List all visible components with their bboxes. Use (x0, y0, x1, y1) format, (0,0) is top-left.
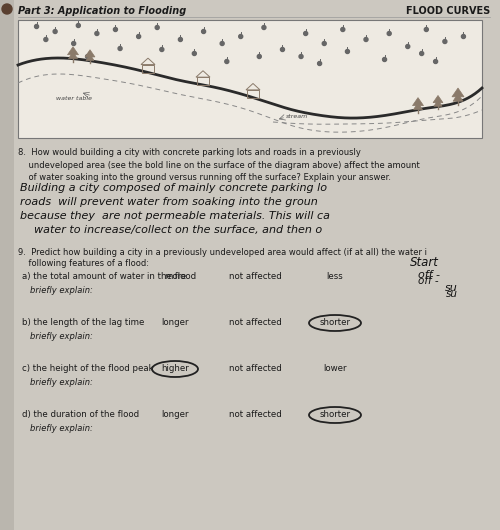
Circle shape (420, 51, 424, 56)
Text: su: su (446, 289, 458, 299)
Circle shape (44, 38, 48, 41)
Circle shape (2, 4, 12, 14)
Text: briefly explain:: briefly explain: (30, 424, 93, 433)
Text: su: su (445, 283, 458, 293)
Polygon shape (412, 98, 424, 105)
Circle shape (178, 38, 182, 41)
Text: b) the length of the lag time: b) the length of the lag time (22, 318, 144, 327)
Text: not affected: not affected (228, 272, 281, 281)
Circle shape (280, 48, 284, 51)
Circle shape (406, 45, 410, 49)
Text: less: less (326, 272, 344, 281)
Circle shape (346, 49, 350, 54)
Circle shape (387, 31, 391, 36)
FancyBboxPatch shape (18, 20, 482, 138)
FancyBboxPatch shape (0, 0, 14, 530)
Circle shape (118, 47, 122, 50)
Text: briefly explain:: briefly explain: (30, 378, 93, 387)
Text: not affected: not affected (228, 364, 281, 373)
Polygon shape (85, 50, 95, 57)
Circle shape (53, 30, 57, 33)
Text: following features of a flood:: following features of a flood: (18, 259, 149, 268)
Text: off -: off - (418, 276, 438, 286)
Circle shape (114, 28, 117, 31)
Text: not affected: not affected (228, 318, 281, 327)
Circle shape (434, 59, 438, 64)
Circle shape (86, 55, 89, 58)
Circle shape (72, 41, 76, 46)
Text: more: more (164, 272, 186, 281)
Polygon shape (86, 54, 94, 60)
Circle shape (341, 28, 345, 31)
Polygon shape (434, 100, 442, 107)
Text: lower: lower (323, 364, 347, 373)
Text: because they  are not permeable materials. This will ca: because they are not permeable materials… (20, 211, 330, 221)
Polygon shape (433, 95, 443, 103)
Text: roads  will prevent water from soaking into the groun: roads will prevent water from soaking in… (20, 197, 318, 207)
Polygon shape (453, 93, 463, 101)
Circle shape (299, 55, 303, 58)
Circle shape (318, 61, 322, 66)
Circle shape (225, 59, 229, 64)
Circle shape (136, 34, 140, 39)
Text: briefly explain:: briefly explain: (30, 286, 93, 295)
Circle shape (443, 40, 447, 43)
Circle shape (424, 28, 428, 31)
Circle shape (238, 34, 242, 39)
Circle shape (462, 34, 466, 39)
Circle shape (160, 48, 164, 51)
Text: Building a city composed of mainly concrete parking lo: Building a city composed of mainly concr… (20, 183, 327, 193)
Polygon shape (452, 88, 464, 97)
Polygon shape (68, 52, 78, 59)
Text: a) the total amount of water in the flood: a) the total amount of water in the floo… (22, 272, 196, 281)
Text: briefly explain:: briefly explain: (30, 332, 93, 341)
Text: 9.  Predict how building a city in a previously undeveloped area would affect (i: 9. Predict how building a city in a prev… (18, 248, 427, 257)
Circle shape (95, 31, 99, 36)
Text: water to increase/collect on the surface, and then o: water to increase/collect on the surface… (20, 225, 322, 235)
Text: off -: off - (418, 270, 440, 280)
Polygon shape (414, 103, 422, 110)
Circle shape (382, 57, 386, 61)
Text: not affected: not affected (228, 410, 281, 419)
Text: c) the height of the flood peak: c) the height of the flood peak (22, 364, 154, 373)
Text: FLOOD CURVES: FLOOD CURVES (406, 6, 490, 16)
Circle shape (192, 51, 196, 56)
Text: shorter: shorter (320, 410, 350, 419)
Circle shape (34, 24, 38, 29)
Circle shape (202, 30, 205, 33)
Text: longer: longer (161, 318, 189, 327)
Circle shape (262, 25, 266, 30)
Text: 8.  How would building a city with concrete parking lots and roads in a previous: 8. How would building a city with concre… (18, 148, 420, 182)
Text: shorter: shorter (320, 318, 350, 327)
Circle shape (76, 23, 80, 28)
Circle shape (364, 38, 368, 41)
Text: stream: stream (286, 113, 308, 119)
Polygon shape (68, 47, 78, 55)
Circle shape (155, 25, 159, 30)
Text: higher: higher (161, 364, 189, 373)
Circle shape (304, 31, 308, 36)
Circle shape (322, 41, 326, 46)
Text: longer: longer (161, 410, 189, 419)
Circle shape (258, 55, 262, 58)
Text: Start: Start (410, 256, 439, 269)
Text: d) the duration of the flood: d) the duration of the flood (22, 410, 139, 419)
Circle shape (220, 41, 224, 46)
Text: Part 3: Application to Flooding: Part 3: Application to Flooding (18, 6, 186, 16)
Text: water table: water table (56, 95, 92, 101)
